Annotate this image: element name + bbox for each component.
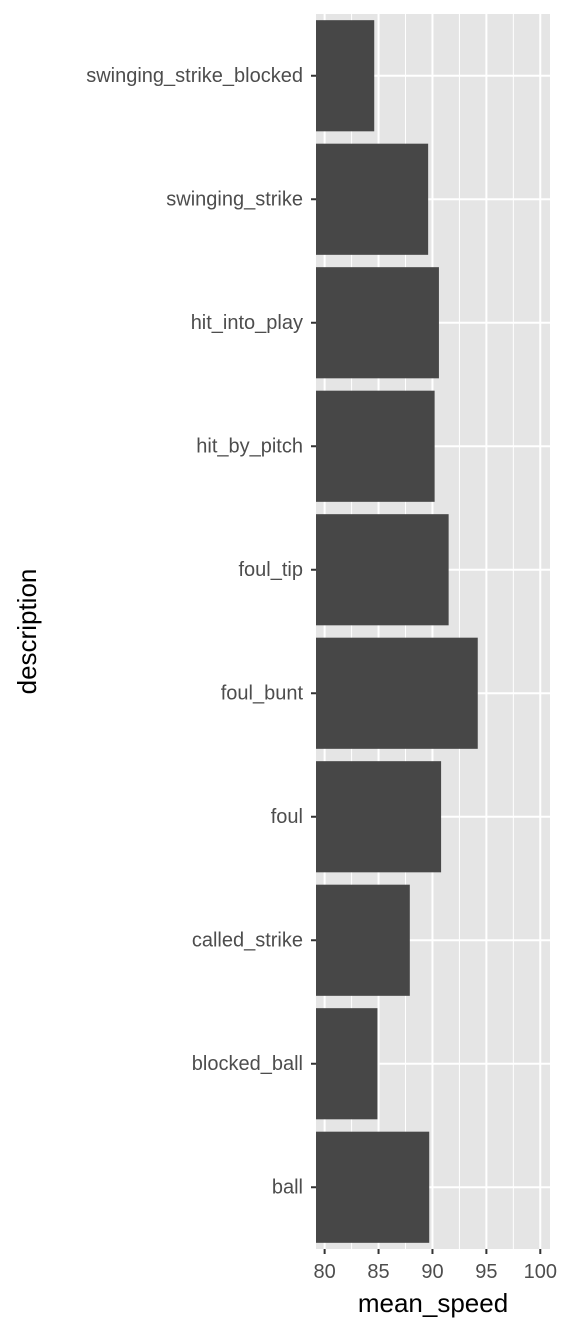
y-tick-label: called_strike bbox=[192, 929, 303, 951]
y-axis-title: description bbox=[12, 569, 42, 695]
y-tick-label: hit_into_play bbox=[191, 312, 303, 334]
x-tick-label: 95 bbox=[475, 1261, 497, 1283]
y-tick-label: swinging_strike_blocked bbox=[86, 65, 303, 87]
x-axis-title: mean_speed bbox=[358, 1288, 508, 1318]
bar bbox=[316, 1008, 378, 1120]
x-axis: 80 85 90 95 100 bbox=[314, 1249, 557, 1283]
y-tick-label: foul bbox=[271, 806, 303, 828]
y-tick-label: foul_bunt bbox=[221, 682, 304, 704]
y-axis: swinging_strike_blocked swinging_strikehi… bbox=[86, 65, 316, 1198]
y-tick-label: hit_by_pitch bbox=[196, 435, 303, 457]
x-tick-label: 90 bbox=[421, 1261, 443, 1283]
bar bbox=[316, 267, 439, 379]
x-tick-label: 100 bbox=[524, 1261, 557, 1283]
x-tick-label: 85 bbox=[367, 1261, 389, 1283]
bar bbox=[316, 1131, 430, 1243]
bar bbox=[316, 514, 449, 626]
x-tick-label: 80 bbox=[314, 1261, 336, 1283]
bar bbox=[316, 761, 442, 873]
y-tick-label: swinging_strike bbox=[166, 188, 303, 210]
bar bbox=[316, 637, 478, 749]
y-tick-label: ball bbox=[272, 1176, 303, 1198]
bar bbox=[316, 884, 410, 996]
bar bbox=[316, 390, 435, 502]
y-tick-label: foul_tip bbox=[239, 559, 304, 581]
y-tick-label: blocked_ball bbox=[192, 1053, 303, 1075]
bars bbox=[316, 20, 478, 1243]
bar bbox=[316, 143, 429, 255]
bar bbox=[316, 20, 375, 132]
